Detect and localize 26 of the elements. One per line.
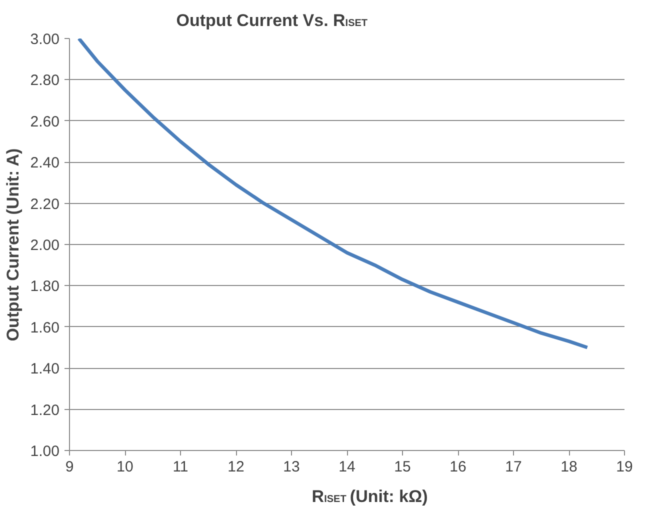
x-tick-label: 14 — [338, 458, 356, 476]
y-axis-title: Output Current (Unit: A) — [3, 148, 22, 342]
x-tick-label: 15 — [394, 458, 411, 476]
x-axis-title: RISET (Unit: kΩ) — [312, 487, 428, 506]
x-tick-label: 18 — [560, 458, 578, 476]
y-tick-label: 2.00 — [30, 237, 60, 254]
chart-title: Output Current Vs. RISET — [176, 11, 368, 30]
y-tick-label: 1.60 — [30, 319, 60, 336]
y-tick-label: 1.40 — [30, 360, 60, 378]
x-tick-label: 11 — [172, 458, 188, 476]
y-tick-label: 3.00 — [30, 31, 60, 48]
x-tick-label: 12 — [228, 458, 244, 476]
y-tick-label: 2.60 — [30, 113, 60, 130]
y-tick-label: 1.00 — [30, 443, 60, 460]
x-tick-label: 9 — [65, 458, 74, 476]
y-tick-label: 1.80 — [30, 278, 60, 296]
x-tick-label: 17 — [505, 458, 522, 476]
x-tick-label: 19 — [616, 458, 633, 476]
y-tick-label: 1.20 — [30, 402, 60, 419]
x-tick-label: 10 — [116, 458, 134, 476]
line-series — [77, 38, 590, 350]
x-tick-label: 16 — [450, 458, 466, 476]
x-tick-label: 13 — [283, 458, 300, 476]
y-tick-label: 2.80 — [30, 72, 60, 90]
y-tick-label: 2.20 — [30, 196, 60, 213]
y-tick-label: 2.40 — [30, 154, 60, 172]
